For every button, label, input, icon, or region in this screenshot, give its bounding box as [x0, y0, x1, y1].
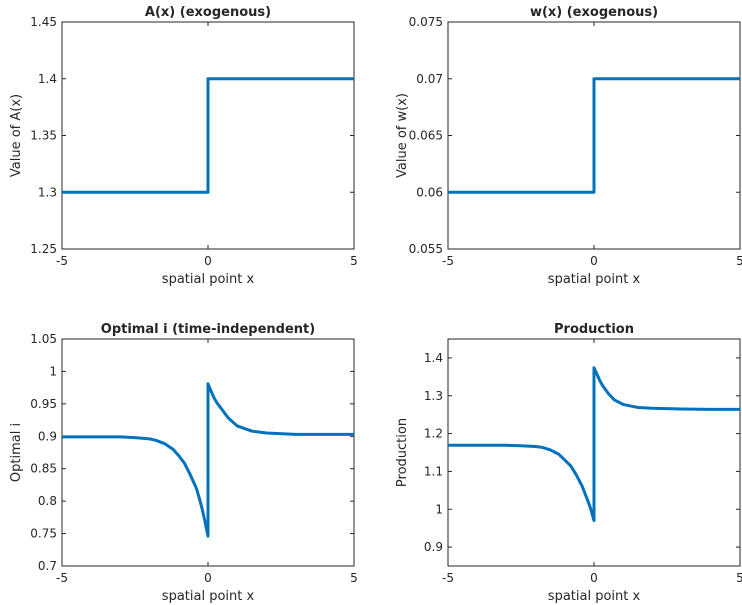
y-tick-label: 0.7	[38, 559, 57, 573]
y-tick-label: 1.3	[424, 389, 443, 403]
x-tick-label: -5	[442, 254, 454, 268]
series-line-1	[448, 366, 740, 523]
series-line-1	[62, 382, 354, 538]
x-tick-label: -5	[56, 254, 68, 268]
y-tick-label: 0.065	[409, 129, 443, 143]
y-tick-label: 0.85	[30, 462, 57, 476]
series-line-1	[62, 77, 354, 194]
x-axis-label: spatial point x	[548, 589, 641, 604]
y-tick-label: 1.4	[424, 351, 443, 365]
x-tick-label: 5	[736, 254, 742, 268]
x-tick-label: 5	[736, 571, 742, 585]
y-axis-label: Value of A(x)	[9, 94, 24, 177]
y-axis-label: Value of w(x)	[395, 93, 410, 178]
x-tick-label: 0	[590, 254, 598, 268]
chart-panel-3: Optimal i (time-independent) -5 0 5 0.7 0.75 0…	[9, 322, 358, 604]
y-tick-label: 0.06	[416, 185, 443, 199]
y-tick-label: 1.05	[30, 332, 57, 346]
series-line-1	[448, 77, 740, 194]
chart-panel-1: A(x) (exogenous) -5 0 5 1.25 1.3 1.35 1.4 1.45 sp…	[9, 5, 358, 287]
chart-title: Optimal i (time-independent)	[101, 322, 315, 337]
y-tick-label: 0.75	[30, 527, 57, 541]
x-tick-label: 5	[350, 571, 358, 585]
y-tick-label: 1	[435, 502, 443, 516]
y-tick-label: 1.3	[38, 185, 57, 199]
x-tick-label: -5	[56, 571, 68, 585]
y-tick-label: 1.2	[424, 427, 443, 441]
y-tick-label: 0.95	[30, 397, 57, 411]
chart-title: Production	[554, 322, 634, 337]
chart-panel-2: w(x) (exogenous) -5 0 5 0.055 0.06 0.065 0.07 0.…	[395, 5, 742, 287]
y-tick-label: 1.35	[30, 129, 57, 143]
x-tick-label: 0	[590, 571, 598, 585]
y-tick-label: 1.1	[424, 464, 443, 478]
x-axis-label: spatial point x	[162, 589, 255, 604]
chart-title: A(x) (exogenous)	[145, 5, 271, 20]
x-tick-label: 0	[204, 571, 212, 585]
x-axis-label: spatial point x	[548, 272, 641, 287]
x-tick-label: -5	[442, 571, 454, 585]
y-tick-label: 1.4	[38, 72, 57, 86]
y-axis-label: Production	[395, 418, 410, 487]
y-tick-label: 0.9	[38, 429, 57, 443]
x-axis-label: spatial point x	[162, 272, 255, 287]
y-axis-label: Optimal i	[9, 423, 24, 482]
y-tick-label: 0.07	[416, 72, 443, 86]
y-tick-label: 1.25	[30, 242, 57, 256]
chart-title: w(x) (exogenous)	[530, 5, 658, 20]
x-tick-label: 5	[350, 254, 358, 268]
y-tick-label: 1.45	[30, 15, 57, 29]
y-tick-label: 0.9	[424, 540, 443, 554]
x-tick-label: 0	[204, 254, 212, 268]
y-tick-label: 0.055	[409, 242, 443, 256]
y-tick-label: 0.075	[409, 15, 443, 29]
y-tick-label: 0.8	[38, 494, 57, 508]
chart-panel-4: Production -5 0 5 0.9 1 1.1 1.2 1.3 1.4 spatial po…	[395, 322, 742, 604]
y-tick-label: 1	[49, 364, 57, 378]
